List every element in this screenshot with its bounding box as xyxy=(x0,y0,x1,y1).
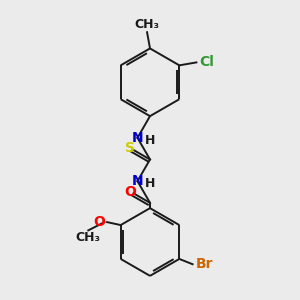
Text: CH₃: CH₃ xyxy=(75,231,100,244)
Text: CH₃: CH₃ xyxy=(135,18,160,32)
Text: S: S xyxy=(125,141,135,155)
Text: H: H xyxy=(145,177,155,190)
Text: Cl: Cl xyxy=(199,56,214,69)
Text: O: O xyxy=(124,184,136,199)
Text: O: O xyxy=(93,215,105,229)
Text: Br: Br xyxy=(196,257,213,271)
Text: N: N xyxy=(132,131,143,145)
Text: N: N xyxy=(132,174,143,188)
Text: H: H xyxy=(145,134,155,147)
